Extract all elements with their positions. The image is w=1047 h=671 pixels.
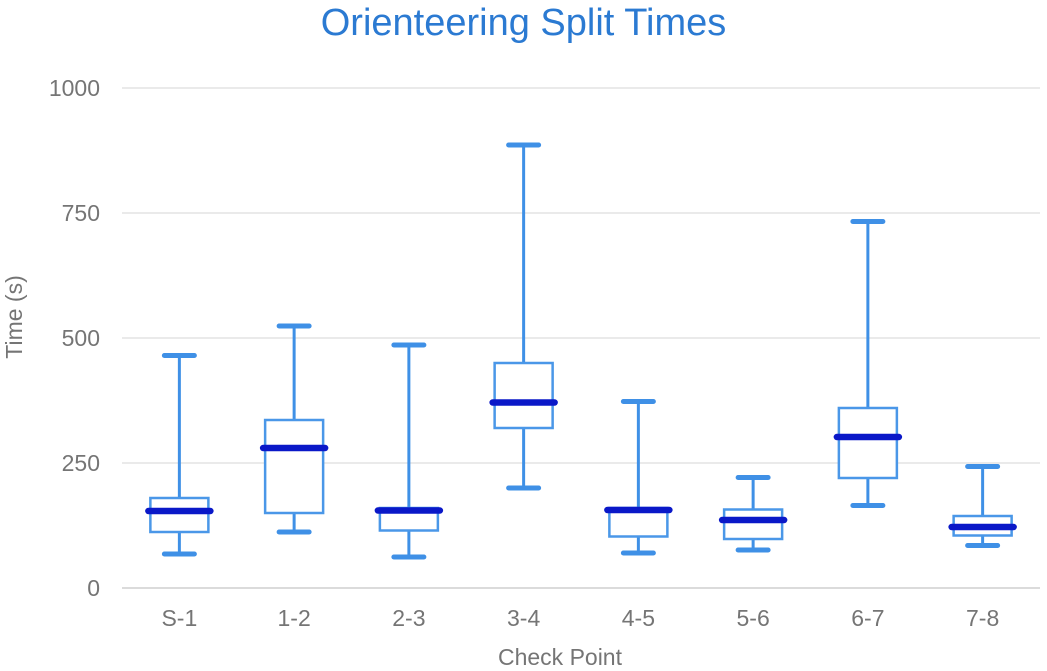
box-6-7 (833, 219, 903, 508)
box-1-2 (259, 323, 329, 535)
y-tick-label: 750 (62, 200, 100, 226)
x-category-labels: S-1 1-2 2-3 3-4 4-5 5-6 6-7 7-8 (161, 605, 999, 631)
x-category-label: 7-8 (966, 605, 999, 631)
box-series (145, 142, 1017, 560)
x-category-label: 6-7 (851, 605, 884, 631)
x-category-label: 2-3 (392, 605, 425, 631)
iqr-box (722, 508, 784, 541)
x-category-label: 1-2 (278, 605, 311, 631)
iqr-box (263, 418, 325, 515)
iqr-box (149, 496, 210, 534)
iqr-box (493, 361, 554, 430)
y-tick-label: 500 (62, 325, 100, 351)
y-tick-labels: 0 250 500 750 1000 (49, 75, 100, 601)
x-category-label: 5-6 (737, 605, 770, 631)
x-category-label: 3-4 (507, 605, 540, 631)
box-5-6 (718, 475, 788, 553)
y-tick-label: 250 (62, 450, 100, 476)
gridlines (122, 87, 1040, 589)
box-3-4 (489, 142, 558, 491)
y-tick-label: 0 (87, 575, 100, 601)
box-2-3 (374, 342, 444, 560)
x-category-label: 4-5 (622, 605, 655, 631)
box-4-5 (604, 399, 673, 556)
box-7-8 (948, 464, 1017, 548)
x-category-label: S-1 (161, 605, 197, 631)
iqr-box (837, 406, 899, 480)
y-axis-title: Time (s) (1, 275, 27, 358)
y-tick-label: 1000 (49, 75, 100, 101)
x-axis-title: Check Point (498, 644, 623, 670)
box-S-1 (145, 353, 214, 557)
chart-title: Orienteering Split Times (320, 2, 727, 44)
